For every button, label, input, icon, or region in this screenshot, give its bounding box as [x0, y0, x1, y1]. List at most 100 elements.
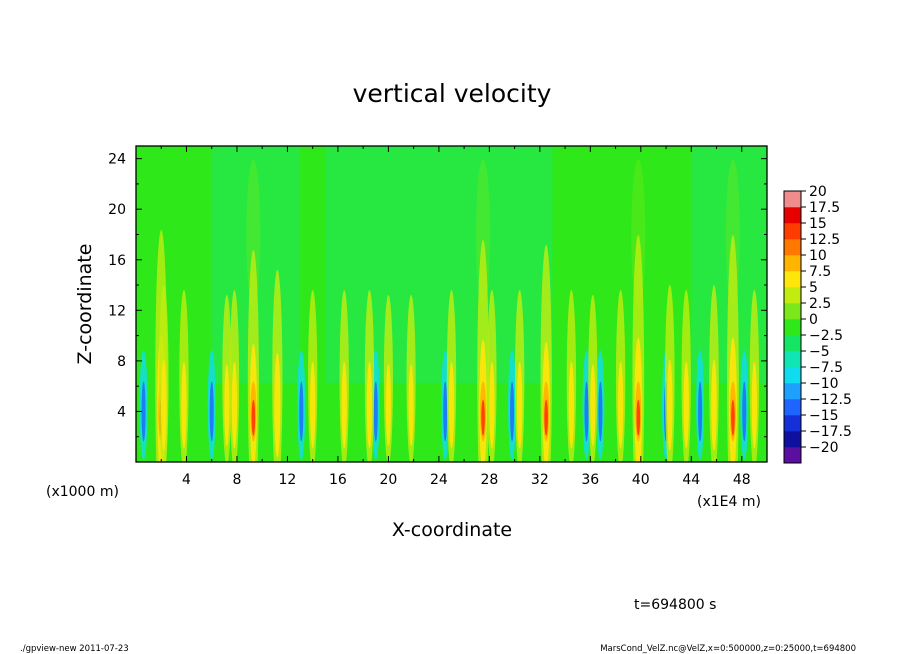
- updraft-yellow: [341, 361, 347, 449]
- colorbar-swatch: [784, 383, 801, 400]
- downdraft-blue: [742, 381, 747, 442]
- x-tick-label: 36: [581, 472, 599, 488]
- downdraft-blue: [299, 381, 304, 442]
- updraft-yellow: [274, 352, 281, 458]
- x-tick-label: 12: [279, 472, 297, 488]
- x-scale-note: (x1E4 m): [697, 494, 761, 510]
- colorbar-swatch: [784, 255, 801, 272]
- colorbar-label: −10: [809, 376, 839, 392]
- time-label: t=694800 s: [634, 597, 716, 613]
- weak-downdraft-band: [325, 146, 553, 383]
- colorbar-label: −5: [809, 344, 830, 360]
- colorbar-label: 0: [809, 312, 818, 328]
- updraft-yellow: [231, 361, 238, 449]
- downdraft-blue: [209, 381, 214, 442]
- downdraft-blue: [698, 381, 703, 442]
- downdraft-blue: [141, 381, 146, 442]
- colorbar-swatch: [784, 239, 801, 256]
- colorbar-label: 20: [809, 184, 827, 200]
- updraft-yellow: [489, 361, 495, 449]
- colorbar-swatch: [784, 415, 801, 432]
- x-tick-label: 24: [430, 472, 448, 488]
- x-tick-label: 16: [329, 472, 347, 488]
- colorbar-label: −2.5: [809, 328, 843, 344]
- colorbar-label: 2.5: [809, 296, 831, 312]
- x-tick-label: 4: [182, 472, 191, 488]
- y-tick-label: 20: [108, 202, 126, 218]
- colorbar-label: −17.5: [809, 424, 852, 440]
- updraft-yellow: [590, 364, 596, 447]
- colorbar-swatch: [784, 399, 801, 416]
- colorbar-label: −7.5: [809, 360, 843, 376]
- x-tick-label: 44: [682, 472, 700, 488]
- x-axis-label: X-coordinate: [392, 519, 512, 541]
- updraft-red: [544, 399, 548, 436]
- colorbar-label: −15: [809, 408, 839, 424]
- x-axis: 4 8 12 16 20 24 28 32 36 40 44 48: [160, 146, 751, 488]
- chart-title: vertical velocity: [353, 79, 552, 108]
- downdraft-blue: [443, 381, 448, 442]
- footer-left: ./gpview-new 2011-07-23: [20, 644, 129, 654]
- updraft-yellow: [310, 361, 316, 449]
- updraft-yellow: [448, 361, 455, 449]
- y-scale-note: (x1000 m): [46, 484, 119, 500]
- x-tick-label: 28: [480, 472, 498, 488]
- colorbar-frame: [783, 190, 802, 464]
- colorbar-swatch: [784, 271, 801, 288]
- colorbar-swatch: [784, 319, 801, 336]
- y-axis-label: Z-coordinate: [74, 244, 96, 365]
- y-tick-label: 16: [108, 253, 126, 269]
- downdraft-blue: [510, 381, 515, 442]
- plot-area: [136, 146, 767, 462]
- y-tick-label: 24: [108, 152, 126, 168]
- colorbar-label: 10: [809, 248, 827, 264]
- updraft-yellow: [617, 361, 624, 449]
- downdraft-blue: [584, 381, 589, 442]
- y-axis: 4 8 12 16 20 24: [108, 152, 767, 438]
- colorbar-swatch: [784, 367, 801, 384]
- colorbar-swatch: [784, 335, 801, 352]
- colorbar-label: 7.5: [809, 264, 831, 280]
- updraft-red: [731, 399, 735, 436]
- x-tick-label: 20: [379, 472, 397, 488]
- x-tick-label: 48: [733, 472, 751, 488]
- x-tick-label: 8: [232, 472, 241, 488]
- updraft-group: [155, 229, 760, 462]
- updraft-yellow: [711, 359, 717, 451]
- colorbar-swatch: [784, 303, 801, 320]
- footer-right: MarsCond_VelZ.nc@VelZ,x=0:500000,z=0:250…: [600, 644, 856, 654]
- colorbar-swatch: [784, 431, 801, 448]
- colorbar-swatch: [784, 207, 801, 224]
- colorbar-label: 5: [809, 280, 818, 296]
- colorbar-label: −20: [809, 440, 839, 456]
- plot-frame: [135, 145, 768, 463]
- updraft-yellow: [224, 364, 230, 447]
- colorbar-label: 12.5: [809, 232, 840, 248]
- updraft-yellow: [667, 359, 673, 451]
- colorbar: 2017.51512.5107.552.50−2.5−5−7.5−10−12.5…: [783, 184, 852, 464]
- colorbar-label: −12.5: [809, 392, 852, 408]
- updraft-red: [636, 399, 641, 436]
- colorbar-label: 17.5: [809, 200, 840, 216]
- colorbar-swatch: [784, 223, 801, 240]
- updraft-red: [251, 399, 256, 436]
- updraft-yellow: [366, 361, 373, 449]
- downdraft-blue: [598, 381, 603, 442]
- updraft-yellow: [516, 361, 523, 449]
- updraft-yellow: [408, 364, 414, 447]
- colorbar-label: 15: [809, 216, 827, 232]
- updraft-yellow: [385, 364, 391, 447]
- updraft-yellow: [160, 359, 167, 451]
- x-tick-label: 32: [531, 472, 549, 488]
- colorbar-swatch: [784, 351, 801, 368]
- x-tick-label: 40: [632, 472, 650, 488]
- colorbar-swatch: [784, 191, 801, 208]
- colorbar-swatch: [784, 287, 801, 304]
- updraft-yellow: [683, 361, 689, 449]
- y-tick-label: 8: [117, 354, 126, 370]
- updraft-red: [481, 399, 485, 436]
- y-tick-label: 12: [108, 303, 126, 319]
- updraft-yellow: [568, 361, 575, 449]
- updraft-yellow: [751, 361, 758, 449]
